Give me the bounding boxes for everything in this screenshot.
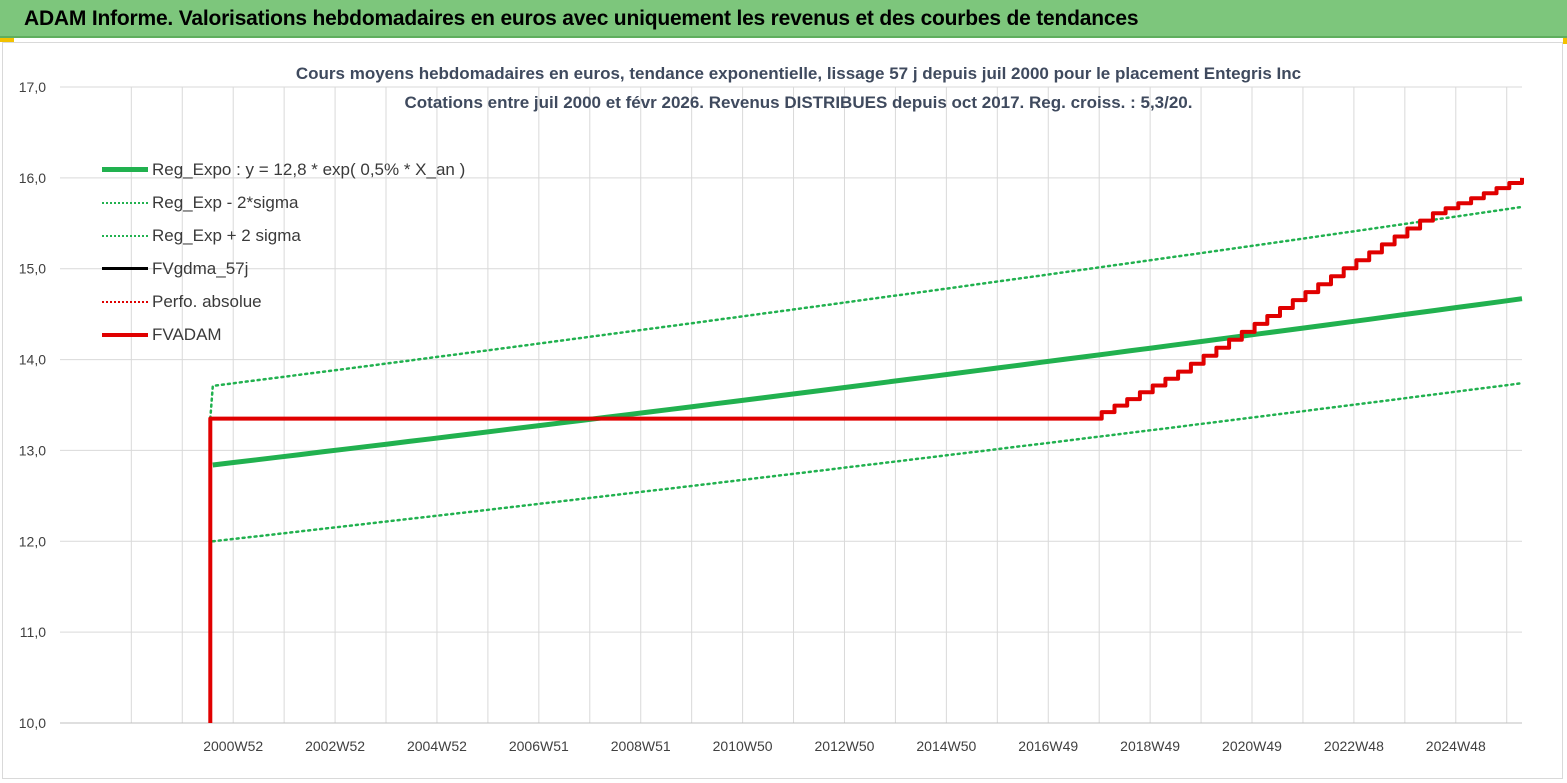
legend-item: Perfo. absolue xyxy=(102,285,465,318)
chart-title: Cours moyens hebdomadaires en euros, ten… xyxy=(295,64,1302,83)
x-tick-label: 2000W52 xyxy=(203,738,263,754)
series-line-5 xyxy=(208,177,1524,723)
y-tick-label: 17,0 xyxy=(19,79,46,95)
x-tick-label: 2024W48 xyxy=(1426,738,1486,754)
legend-label: Reg_Exp + 2 sigma xyxy=(152,225,301,245)
y-tick-label: 13,0 xyxy=(19,442,46,458)
legend-item: FVADAM xyxy=(102,318,465,351)
y-tick-label: 16,0 xyxy=(19,170,46,186)
x-tick-label: 2004W52 xyxy=(407,738,467,754)
accent-bar-right xyxy=(1563,38,1567,44)
legend-item: FVgdma_57j xyxy=(102,252,465,285)
legend-swatch xyxy=(102,201,148,204)
chart-frame xyxy=(2,42,1563,779)
legend-label: Reg_Exp - 2*sigma xyxy=(152,192,299,212)
legend-swatch xyxy=(102,332,148,337)
legend-label: Perfo. absolue xyxy=(152,291,262,311)
legend-label: FVgdma_57j xyxy=(152,258,249,278)
chart-subtitle: Cotations entre juil 2000 et févr 2026. … xyxy=(404,93,1193,112)
x-tick-label: 2006W51 xyxy=(509,738,569,754)
x-tick-label: 2014W50 xyxy=(916,738,976,754)
x-tick-label: 2016W49 xyxy=(1018,738,1078,754)
chart-legend: Reg_Expo : y = 12,8 * exp( 0,5% * X_an )… xyxy=(102,153,465,351)
legend-swatch xyxy=(102,267,148,270)
x-tick-label: 2012W50 xyxy=(815,738,875,754)
legend-label: Reg_Expo : y = 12,8 * exp( 0,5% * X_an ) xyxy=(152,159,466,179)
x-tick-label: 2020W49 xyxy=(1222,738,1282,754)
y-tick-label: 10,0 xyxy=(19,715,46,731)
report-title: ADAM Informe. Valorisations hebdomadaire… xyxy=(24,7,1139,30)
x-tick-label: 2010W50 xyxy=(713,738,773,754)
legend-item: Reg_Exp + 2 sigma xyxy=(102,219,465,252)
x-tick-label: 2022W48 xyxy=(1324,738,1384,754)
legend-swatch xyxy=(102,300,148,303)
x-tick-label: 2018W49 xyxy=(1120,738,1180,754)
report-banner: ADAM Informe. Valorisations hebdomadaire… xyxy=(0,0,1567,38)
series-line-1 xyxy=(211,381,1524,543)
legend-swatch xyxy=(102,167,148,172)
legend-swatch xyxy=(102,234,148,237)
y-tick-label: 12,0 xyxy=(19,533,46,549)
y-tick-label: 11,0 xyxy=(20,624,46,640)
accent-bar-left xyxy=(0,38,14,42)
y-tick-label: 14,0 xyxy=(19,352,46,368)
series-line-2 xyxy=(209,205,1524,420)
x-tick-label: 2008W51 xyxy=(611,738,671,754)
y-tick-label: 15,0 xyxy=(19,261,46,277)
legend-item: Reg_Expo : y = 12,8 * exp( 0,5% * X_an ) xyxy=(102,153,465,186)
x-tick-label: 2002W52 xyxy=(305,738,365,754)
series-line-0 xyxy=(212,296,1523,468)
legend-item: Reg_Exp - 2*sigma xyxy=(102,186,465,219)
legend-label: FVADAM xyxy=(152,324,222,344)
